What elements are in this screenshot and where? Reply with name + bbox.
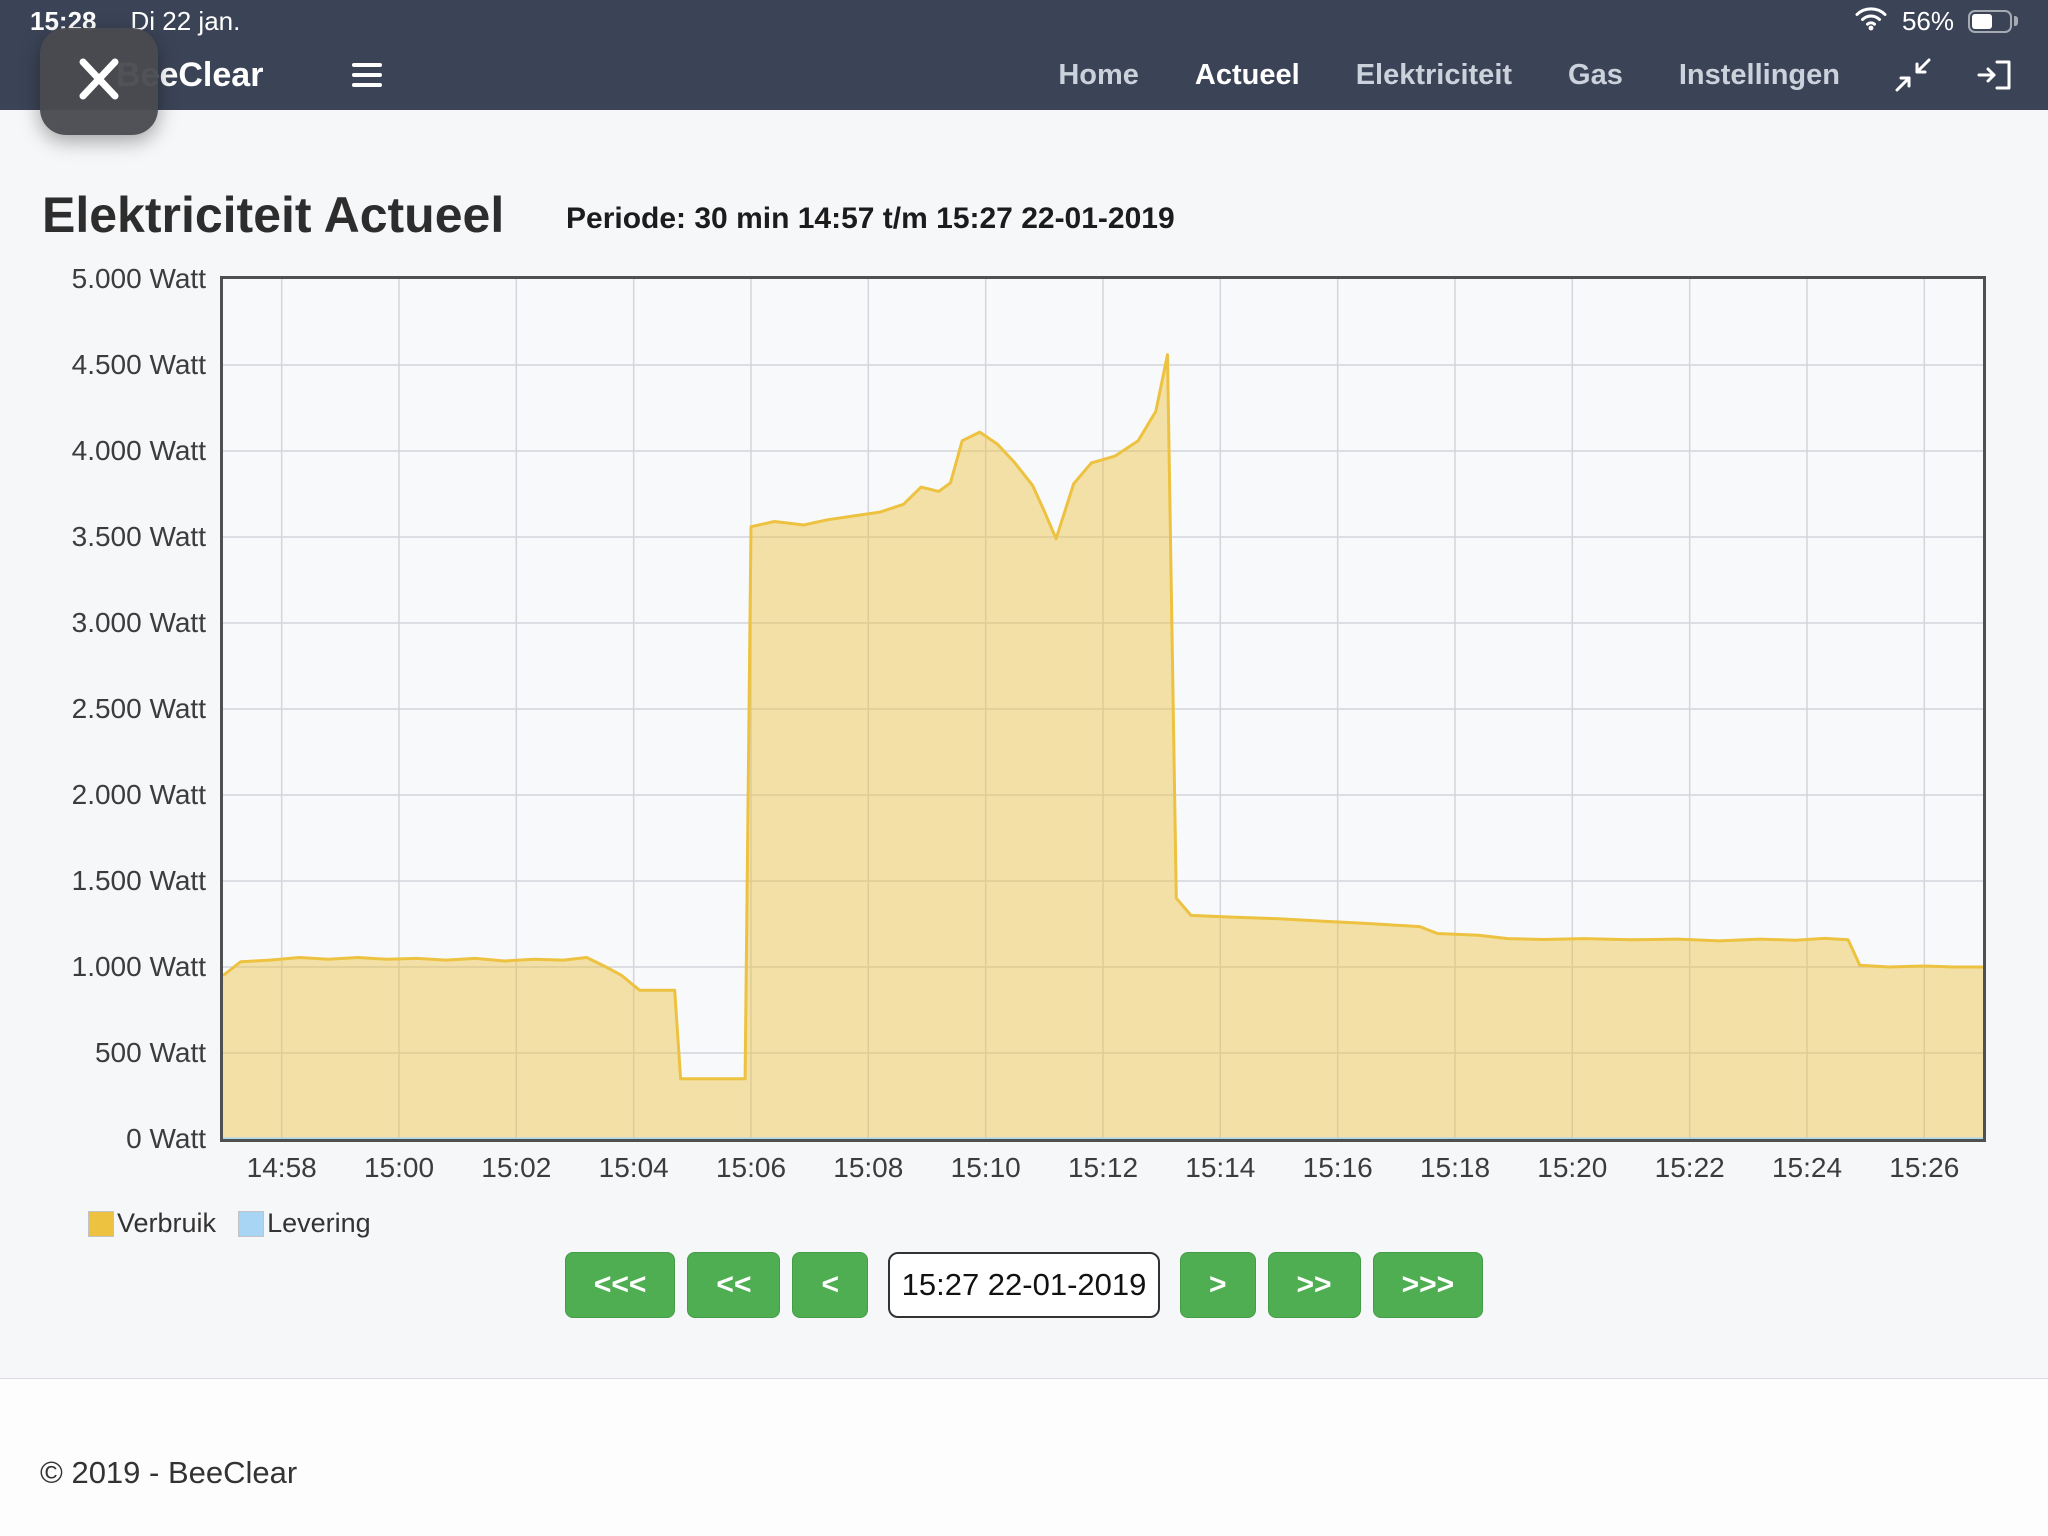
hamburger-menu-icon[interactable] <box>352 63 382 87</box>
legend-item-levering: Levering <box>238 1208 371 1239</box>
x-axis-tick-label: 15:20 <box>1537 1152 1608 1183</box>
y-axis-labels: 0 Watt 500 Watt 1.000 Watt 1.500 Watt 2.000 … <box>0 263 206 1154</box>
nav-item-gas[interactable]: Gas <box>1568 58 1623 91</box>
date-input[interactable] <box>888 1252 1160 1318</box>
page-back-2-button[interactable]: << <box>687 1252 781 1318</box>
page-back-1-button[interactable]: < <box>792 1252 868 1318</box>
logout-icon[interactable] <box>1974 56 2014 94</box>
x-axis-tick-label: 15:06 <box>715 1152 787 1183</box>
y-axis-tick-label: 4.000 Watt <box>71 435 206 466</box>
x-axis-tick-label: 15:04 <box>598 1152 669 1183</box>
nav-item-actueel[interactable]: Actueel <box>1194 58 1300 91</box>
x-axis-tick-label: 15:00 <box>363 1152 435 1183</box>
period-label: Periode: 30 min 14:57 t/m 15:27 22-01-20… <box>566 202 1175 235</box>
x-axis-tick-label: 15:26 <box>1889 1152 1960 1183</box>
footer: © 2019 - BeeClear <box>0 1379 2048 1536</box>
page-back-3-button[interactable]: <<< <box>564 1252 676 1318</box>
close-icon <box>71 53 127 110</box>
close-button[interactable] <box>40 28 158 135</box>
status-bar: 15:28 Di 22 jan. 56% <box>0 0 2048 42</box>
nav-bar: BeeClear Home Actueel Elektriciteit Gas … <box>0 40 2048 110</box>
legend-swatch-verbruik <box>88 1210 114 1237</box>
battery-icon <box>1968 9 2018 33</box>
x-axis-tick-label: 15:18 <box>1419 1152 1491 1183</box>
x-axis-tick-label: 15:10 <box>950 1152 1021 1183</box>
x-axis-tick-label: 15:02 <box>481 1152 552 1183</box>
page-forward-2-button[interactable]: >> <box>1267 1252 1361 1318</box>
nav-item-home[interactable]: Home <box>1058 58 1139 91</box>
nav-item-instellingen[interactable]: Instellingen <box>1678 58 1840 91</box>
x-axis-tick-label: 15:22 <box>1654 1152 1725 1183</box>
nav-icons <box>1894 56 2028 94</box>
y-axis-tick-label: 4.500 Watt <box>71 349 206 380</box>
battery-percent: 56% <box>1901 5 1954 36</box>
wifi-icon <box>1854 5 1888 38</box>
chart-legend: Verbruik Levering <box>88 1208 371 1239</box>
x-axis-tick-label: 15:14 <box>1185 1152 1256 1183</box>
chart-svg <box>222 279 1983 1141</box>
period-controls: <<< << < > >> >>> <box>0 1252 2048 1318</box>
page-title: Elektriciteit Actueel <box>42 187 505 243</box>
nav-items: Home Actueel Elektriciteit Gas Instellin… <box>1058 59 1840 92</box>
x-axis-tick-label: 15:12 <box>1067 1152 1139 1183</box>
y-axis-tick-label: 2.000 Watt <box>71 779 206 810</box>
fullscreen-exit-icon[interactable] <box>1894 57 1932 93</box>
x-axis-tick-label: 15:08 <box>833 1152 904 1183</box>
page-forward-1-button[interactable]: > <box>1180 1252 1256 1318</box>
y-axis-tick-label: 1.500 Watt <box>71 865 206 896</box>
y-axis-tick-label: 5.000 Watt <box>71 263 206 294</box>
copyright-text: © 2019 - BeeClear <box>40 1455 298 1490</box>
legend-label-levering: Levering <box>267 1208 371 1238</box>
legend-label-verbruik: Verbruik <box>117 1208 217 1238</box>
y-axis-tick-label: 500 Watt <box>94 1037 206 1068</box>
footer-divider <box>0 1378 2048 1379</box>
y-axis-tick-label: 1.000 Watt <box>71 951 206 982</box>
x-axis-tick-label: 14:58 <box>246 1152 317 1183</box>
x-axis-tick-label: 15:24 <box>1771 1152 1843 1183</box>
top-bar: 15:28 Di 22 jan. 56% BeeClear Home Actue… <box>0 0 2048 110</box>
y-axis-tick-label: 2.500 Watt <box>71 693 206 724</box>
page-forward-3-button[interactable]: >>> <box>1372 1252 1484 1318</box>
y-axis-tick-label: 3.000 Watt <box>71 607 206 638</box>
legend-swatch-levering <box>238 1210 265 1237</box>
chart-plot-area[interactable] <box>220 276 1986 1142</box>
y-axis-tick-label: 0 Watt <box>126 1123 206 1154</box>
nav-item-elektriciteit[interactable]: Elektriciteit <box>1355 58 1513 91</box>
legend-item-verbruik: Verbruik <box>88 1208 216 1239</box>
x-axis-labels: 14:58 15:00 15:02 15:04 15:06 15:08 15:10 15:12… <box>223 1152 1983 1192</box>
x-axis-tick-label: 15:16 <box>1302 1152 1373 1183</box>
status-date: Di 22 jan. <box>130 5 241 36</box>
y-axis-tick-label: 3.500 Watt <box>71 521 206 552</box>
